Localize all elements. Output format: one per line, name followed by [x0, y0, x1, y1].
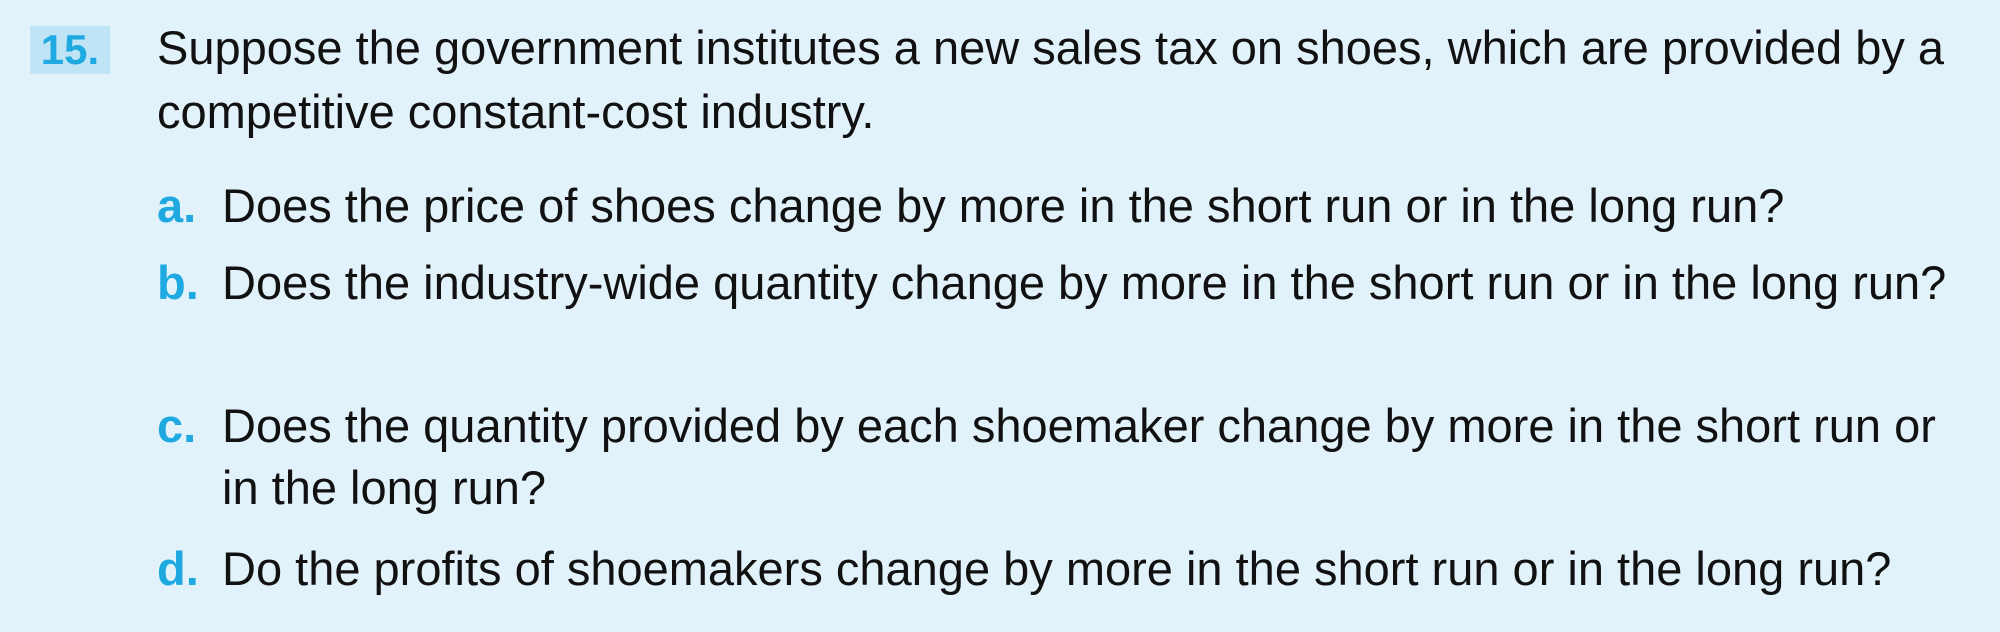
- question-part-a: a. Does the price of shoes change by mor…: [157, 175, 1972, 237]
- part-text-a: Does the price of shoes change by more i…: [222, 179, 1785, 232]
- part-text-d: Do the profits of shoemakers change by m…: [222, 542, 1892, 595]
- question-part-c: c. Does the quantity provided by each sh…: [157, 395, 1972, 519]
- question-part-d: d. Do the profits of shoemakers change b…: [157, 538, 1972, 600]
- part-text-b: Does the industry-wide quantity change b…: [222, 256, 1947, 309]
- part-label-a: a.: [157, 179, 197, 232]
- question-stem: Suppose the government institutes a new …: [157, 21, 1945, 138]
- part-text-c: Does the quantity provided by each shoem…: [222, 399, 1936, 514]
- part-label-b: b.: [157, 256, 199, 309]
- question-number: 15.: [30, 26, 110, 74]
- part-label-d: d.: [157, 542, 199, 595]
- question-part-b: b. Does the industry-wide quantity chang…: [157, 252, 1972, 314]
- part-label-c: c.: [157, 399, 197, 452]
